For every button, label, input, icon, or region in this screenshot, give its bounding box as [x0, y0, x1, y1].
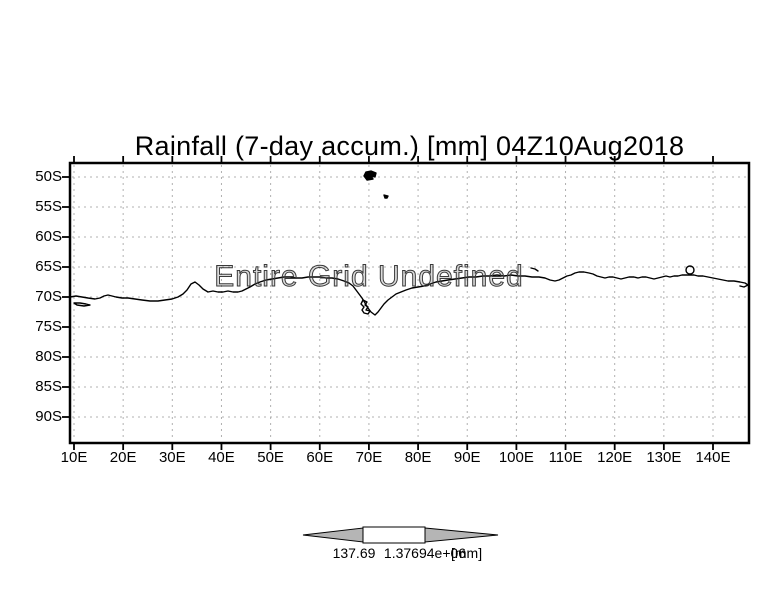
undefined-grid-message: Entire Grid Undefined — [214, 260, 524, 294]
coastline — [69, 271, 749, 316]
lat-tick-label: 75S — [35, 318, 62, 335]
lon-tick-label: 50E — [257, 449, 284, 466]
lon-tick-label: 20E — [109, 449, 137, 466]
grid-lines — [72, 165, 747, 441]
lat-tick-label: 80S — [35, 348, 62, 365]
lon-tick-label: 110E — [548, 449, 583, 466]
ice-shelf-squiggle — [360, 299, 371, 315]
lon-tick-label: 60E — [306, 449, 334, 466]
island-small-west — [73, 302, 91, 307]
colorbar-left-arrow — [302, 527, 364, 543]
lon-tick-label: 80E — [404, 449, 432, 466]
lat-tick-label: 65S — [35, 258, 62, 275]
lon-tick-label: 120E — [597, 449, 633, 466]
axis-ticks — [62, 156, 714, 450]
lat-tick-label: 70S — [35, 288, 62, 305]
lat-tick-label: 55S — [35, 198, 62, 215]
lon-tick-label: 130E — [646, 449, 682, 466]
colorbar-mid-segment — [362, 526, 426, 544]
island-kerguelen — [363, 170, 377, 181]
island-loop — [685, 265, 695, 275]
lon-tick-label: 40E — [208, 449, 235, 466]
island-small-mark — [530, 267, 539, 272]
plot-frame — [68, 161, 751, 445]
lat-tick-label: 90S — [35, 408, 62, 425]
lon-tick-label: 10E — [60, 449, 88, 466]
colorbar-units-label: [mm] — [451, 545, 483, 561]
coastline-group — [69, 170, 749, 316]
lat-tick-label: 60S — [35, 228, 62, 245]
lon-tick-label: 100E — [498, 449, 534, 466]
lon-tick-label: 70E — [355, 449, 383, 466]
colorbar-min-label: 137.69 — [332, 545, 376, 561]
plot-title: Rainfall (7-day accum.) [mm] 04Z10Aug201… — [134, 131, 685, 161]
lon-tick-label: 90E — [453, 449, 481, 466]
lat-tick-label: 85S — [35, 378, 62, 395]
colorbar — [302, 526, 499, 544]
lon-tick-label: 30E — [158, 449, 186, 466]
island-heard — [383, 194, 389, 199]
colorbar-right-arrow — [424, 527, 499, 543]
lon-tick-label: 140E — [695, 449, 731, 466]
lat-tick-label: 50S — [35, 168, 62, 185]
colorbar-max-label: 1.37694e+06 — [383, 545, 467, 561]
